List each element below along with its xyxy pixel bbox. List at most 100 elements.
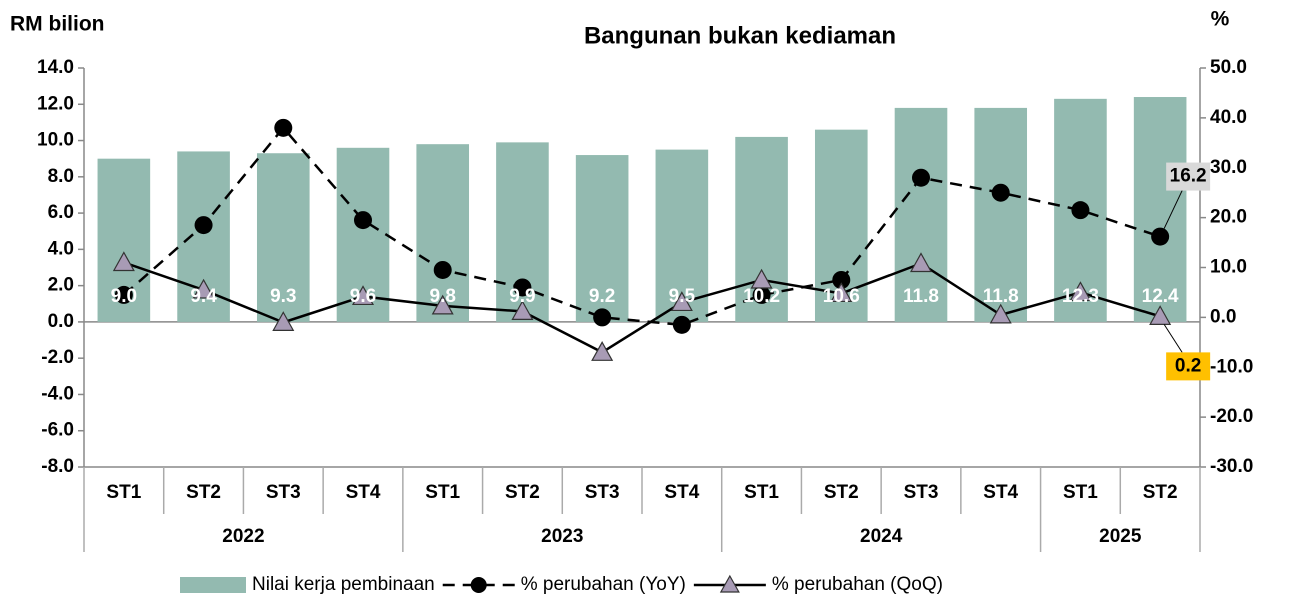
annotation-box: [1166, 162, 1211, 191]
marker: [1151, 227, 1170, 246]
annotation-leader: [1163, 190, 1183, 229]
bar: [575, 155, 629, 322]
x-tick-label: ST2: [186, 482, 221, 503]
bar-value-label: 9.9: [509, 286, 535, 307]
bar-value-label: 9.0: [111, 286, 137, 307]
x-tick-label: ST3: [585, 482, 620, 503]
y-tick-label: -8.0: [41, 456, 74, 477]
marker: [909, 252, 933, 273]
marker: [114, 285, 133, 304]
y-tick-label: 6.0: [48, 202, 74, 223]
line: [123, 261, 1161, 354]
x-tick-label: ST3: [904, 482, 939, 503]
marker: [593, 308, 612, 327]
bar-value-label: 9.6: [350, 286, 376, 307]
y-axis-label: RM bilion: [10, 13, 104, 36]
bar-value-label: 9.3: [270, 286, 296, 307]
legend-marker: [719, 574, 740, 593]
y-tick-label: 2.0: [48, 275, 74, 296]
marker: [591, 341, 614, 361]
marker: [989, 303, 1012, 324]
y2-tick-label: -10.0: [1210, 356, 1253, 377]
x-tick-label: ST2: [824, 482, 859, 503]
bar-value-label: 11.8: [983, 286, 1019, 307]
marker: [513, 278, 532, 297]
group-label: 2022: [222, 526, 264, 547]
annotation-leader: [1163, 324, 1183, 353]
x-tick-label: ST4: [664, 482, 699, 503]
marker: [351, 285, 375, 306]
bar-value-label: 11.8: [903, 286, 939, 307]
group-label: 2024: [860, 526, 903, 547]
bar-value-label: 12.3: [1062, 286, 1099, 307]
marker: [830, 282, 853, 303]
group-label: 2025: [1099, 526, 1142, 547]
marker: [1149, 305, 1172, 325]
y2-tick-label: -20.0: [1210, 406, 1253, 427]
y-tick-label: 4.0: [48, 238, 74, 259]
y-tick-label: 12.0: [37, 93, 74, 114]
marker: [1069, 281, 1092, 302]
annotation-box: [1166, 352, 1211, 381]
bar-value-label: 9.2: [589, 286, 615, 307]
y2-tick-label: 0.0: [1210, 306, 1236, 327]
marker: [272, 311, 295, 331]
marker: [912, 168, 930, 187]
annotation-label: 0.2: [1175, 355, 1201, 376]
x-tick-label: ST1: [425, 482, 460, 503]
marker: [192, 278, 215, 299]
y2-tick-label: 40.0: [1210, 107, 1247, 128]
x-tick-label: ST4: [983, 482, 1018, 503]
x-tick-label: ST2: [505, 482, 540, 503]
x-tick-label: ST4: [346, 482, 381, 503]
legend-label: Nilai kerja pembinaan: [252, 574, 435, 595]
marker: [194, 216, 213, 235]
annotation-label: 16.2: [1170, 166, 1207, 187]
marker: [672, 315, 691, 334]
y2-tick-label: 30.0: [1210, 157, 1247, 178]
bar: [974, 107, 1028, 322]
bar-value-label: 10.6: [823, 286, 860, 307]
y2-tick-label: 10.0: [1210, 257, 1247, 278]
marker: [511, 300, 534, 320]
x-tick-label: ST3: [266, 482, 301, 503]
marker: [274, 118, 293, 137]
marker: [991, 183, 1010, 202]
marker: [354, 211, 372, 230]
legend-swatch: [180, 577, 246, 593]
x-tick-label: ST1: [744, 482, 779, 503]
y-tick-label: -6.0: [41, 420, 74, 441]
bar: [256, 153, 310, 322]
bar: [1133, 97, 1187, 322]
x-tick-label: ST1: [1063, 482, 1098, 503]
bar: [416, 144, 470, 322]
marker: [1071, 201, 1090, 220]
y-tick-label: 8.0: [48, 166, 74, 187]
bar-value-label: 9.5: [669, 286, 696, 307]
chart-title: Bangunan bukan kediaman: [584, 22, 896, 49]
bar-value-label: 9.8: [430, 286, 456, 307]
bar-value-label: 10.2: [743, 286, 780, 307]
y2-tick-label: 50.0: [1210, 57, 1247, 78]
marker: [431, 294, 454, 315]
y-tick-label: -2.0: [41, 347, 74, 368]
marker: [433, 260, 452, 279]
x-tick-label: ST2: [1143, 482, 1178, 503]
y-tick-label: 10.0: [37, 130, 74, 151]
y2-tick-label: -30.0: [1210, 456, 1253, 477]
legend-label: % perubahan (QoQ): [772, 574, 943, 595]
bar-value-label: 12.4: [1142, 286, 1179, 307]
y-tick-label: 14.0: [37, 57, 74, 78]
marker: [750, 268, 773, 289]
legend-label: % perubahan (YoY): [521, 574, 686, 595]
y2-axis-label: %: [1211, 8, 1230, 31]
y-tick-label: 0.0: [48, 311, 74, 332]
group-label: 2023: [541, 526, 583, 547]
y-tick-label: -4.0: [41, 383, 74, 404]
marker: [112, 251, 135, 272]
marker: [832, 270, 851, 289]
y2-tick-label: 20.0: [1210, 207, 1247, 228]
marker: [752, 285, 771, 304]
legend-marker: [470, 577, 487, 593]
